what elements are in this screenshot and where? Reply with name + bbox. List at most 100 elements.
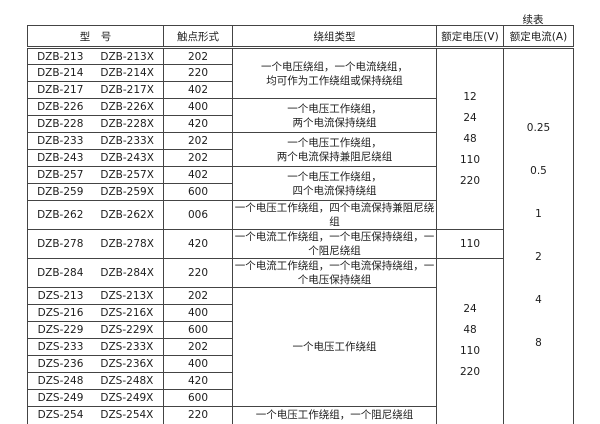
- winding-type-cell: 一个电压工作绕组， 两个电流保持兼阻尼绕组: [232, 132, 437, 167]
- model-cell: DZS-254 DZS-254X: [27, 406, 164, 424]
- contact-form-cell: 202: [163, 132, 233, 150]
- contact-form-cell: 202: [163, 47, 233, 65]
- model-code-x: DZS-236X: [100, 358, 154, 370]
- model-cell: DZB-213 DZB-213X: [27, 47, 164, 65]
- table-row: DZB-233 DZB-233X 202 一个电压工作绕组， 两个电流保持兼阻尼绕…: [27, 132, 574, 167]
- model-code: DZS-248: [37, 375, 84, 387]
- voltage-value: 48: [463, 132, 477, 145]
- winding-type-cell: 一个电压工作绕组， 四个电流保持绕组: [232, 166, 437, 201]
- model-cell: DZB-243 DZB-243X: [27, 149, 164, 167]
- contact-form-cell: 600: [163, 389, 233, 407]
- col-header-winding-type: 绕组类型: [232, 25, 437, 49]
- model-code: DZB-257: [37, 169, 84, 181]
- rated-voltage-cell: 110: [436, 229, 504, 259]
- model-code: DZB-243: [37, 152, 84, 164]
- winding-line: 四个电流保持绕组: [292, 184, 377, 197]
- current-value: 8: [535, 337, 542, 350]
- winding-line: 一个电压绕组，一个电流绕组，: [261, 60, 408, 73]
- table-row: DZS-213 DZS-213X 202 一个电压工作绕组: [27, 287, 574, 407]
- voltage-value: 110: [459, 153, 481, 166]
- col-header-model: 型 号: [27, 25, 164, 49]
- model-cell: DZB-257 DZB-257X: [27, 166, 164, 184]
- table-body: DZB-213 DZB-213X 202 一个电压绕组，一个电流绕组， 均可作为工…: [27, 47, 574, 424]
- current-value: 4: [535, 294, 542, 307]
- table-row: DZB-284 DZB-284X 220 一个电流工作绕组，一个电流保持绕组，一个…: [27, 258, 574, 424]
- contact-form-cell: 420: [163, 115, 233, 133]
- continued-table-label: 续表: [522, 14, 544, 26]
- winding-type-cell: 一个电压工作绕组，四个电流保持兼阻尼绕组: [232, 200, 437, 230]
- model-code-x: DZS-248X: [100, 375, 154, 387]
- relay-spec-table: 型 号 触点形式 绕组类型 额定电压(V) 额定电流(A) DZB-213 DZB…: [27, 25, 574, 424]
- winding-type-cell: 一个电流工作绕组，一个电流保持绕组，一个电压保持绕组: [232, 258, 437, 288]
- model-cell: DZB-262 DZB-262X: [27, 200, 164, 230]
- voltage-value: 12: [463, 90, 477, 103]
- model-code-x: DZS-216X: [100, 307, 154, 319]
- table-row: DZB-214 DZB-214X 220: [27, 64, 574, 82]
- model-cell: DZS-229 DZS-229X: [27, 321, 164, 339]
- model-cell: DZS-236 DZS-236X: [27, 355, 164, 373]
- model-code-x: DZB-233X: [100, 135, 154, 147]
- contact-form-cell: 202: [163, 149, 233, 167]
- model-code: DZB-278: [37, 238, 84, 250]
- contact-form-cell: 202: [163, 338, 233, 356]
- table-row: DZS-216 DZS-216X 400: [27, 304, 574, 322]
- model-code-x: DZS-213X: [100, 290, 154, 302]
- model-code-x: DZB-214X: [100, 67, 154, 79]
- voltage-value: 24: [463, 303, 477, 316]
- col-header-rated-current: 额定电流(A): [503, 25, 574, 49]
- current-value: 0.5: [530, 165, 547, 178]
- winding-type-cell: 一个电压工作绕组: [232, 287, 437, 407]
- model-code: DZS-216: [37, 307, 84, 319]
- model-code-x: DZB-257X: [100, 169, 154, 181]
- model-cell: DZB-284 DZB-284X: [27, 258, 164, 288]
- winding-line: 一个电压工作绕组，四个电流保持兼阻尼绕组: [234, 202, 435, 228]
- model-code: DZS-249: [37, 392, 84, 404]
- model-cell: DZS-248 DZS-248X: [27, 372, 164, 390]
- current-value: 1: [535, 208, 542, 221]
- table-header: 型 号 触点形式 绕组类型 额定电压(V) 额定电流(A): [27, 25, 574, 49]
- model-code: DZB-284: [37, 267, 84, 279]
- contact-form-cell: 402: [163, 166, 233, 184]
- col-header-rated-voltage: 额定电压(V): [436, 25, 504, 49]
- contact-form-cell: 220: [163, 64, 233, 82]
- model-code-x: DZB-259X: [100, 186, 154, 198]
- model-code: DZB-262: [37, 209, 84, 221]
- contact-form-cell: 600: [163, 321, 233, 339]
- voltage-value: 110: [459, 345, 481, 358]
- contact-form-cell: 202: [163, 287, 233, 305]
- model-code-x: DZB-278X: [100, 238, 154, 250]
- model-cell: DZB-228 DZB-228X: [27, 115, 164, 133]
- table-row: DZB-278 DZB-278X 420 一个电流工作绕组，一个电压保持绕组，一个…: [27, 229, 574, 259]
- voltage-value: 220: [459, 366, 481, 379]
- winding-line: 两个电流保持兼阻尼绕组: [276, 150, 393, 163]
- contact-form-cell: 400: [163, 355, 233, 373]
- winding-line: 一个电流工作绕组，一个电流保持绕组，一个电压保持绕组: [234, 260, 435, 286]
- model-code-x: DZB-226X: [100, 101, 154, 113]
- contact-form-cell: 006: [163, 200, 233, 230]
- contact-form-cell: 220: [163, 406, 233, 424]
- model-code: DZS-233: [37, 341, 84, 353]
- model-code: DZB-233: [37, 135, 84, 147]
- model-code-x: DZS-249X: [100, 392, 154, 404]
- model-cell: DZB-214 DZB-214X: [27, 64, 164, 82]
- winding-line: 一个电压工作绕组，一个阻尼绕组: [255, 409, 414, 422]
- contact-form-cell: 400: [163, 304, 233, 322]
- model-cell: DZB-233 DZB-233X: [27, 132, 164, 150]
- model-code: DZS-236: [37, 358, 84, 370]
- winding-type-cell: 一个电压绕组，一个电流绕组， 均可作为工作绕组或保持绕组: [232, 47, 437, 99]
- rated-voltage-cell: 12 24 48 110 220: [436, 47, 504, 230]
- winding-line: 均可作为工作绕组或保持绕组: [266, 74, 403, 87]
- model-code-x: DZS-229X: [100, 324, 154, 336]
- table-row: DZS-248 DZS-248X 420: [27, 372, 574, 390]
- winding-line: 两个电流保持绕组: [292, 116, 377, 129]
- model-code: DZB-214: [37, 67, 84, 79]
- winding-type-cell: 一个电流工作绕组，一个电压保持绕组，一个阻尼绕组: [232, 229, 437, 259]
- header-row: 型 号 触点形式 绕组类型 额定电压(V) 额定电流(A): [27, 25, 574, 49]
- model-code: DZS-213: [37, 290, 84, 302]
- model-code: DZB-217: [37, 84, 84, 96]
- rated-current-cell: 0.25 0.5 1 2 4 8: [503, 47, 574, 424]
- contact-form-cell: 420: [163, 372, 233, 390]
- model-cell: DZS-216 DZS-216X: [27, 304, 164, 322]
- model-cell: DZB-278 DZB-278X: [27, 229, 164, 259]
- model-code-x: DZB-213X: [100, 50, 154, 63]
